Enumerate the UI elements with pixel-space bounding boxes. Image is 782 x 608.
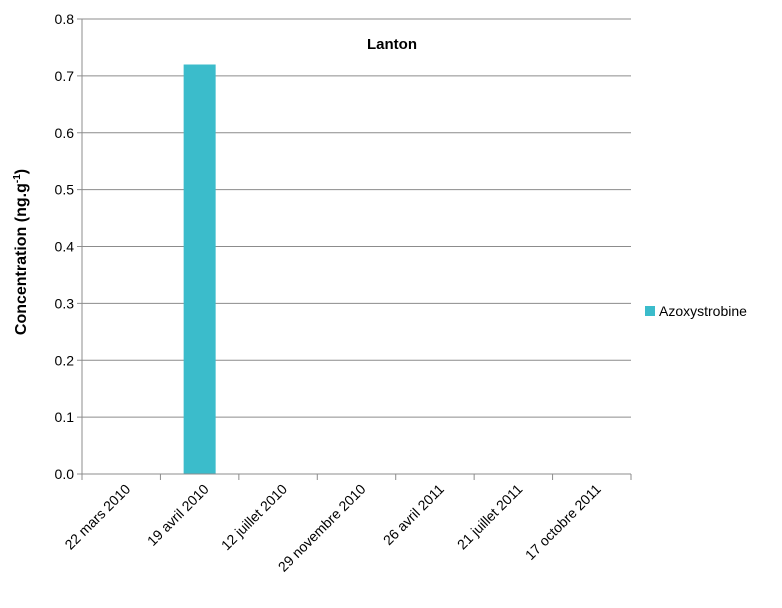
x-tick-label: 17 octobre 2011 [522, 481, 604, 563]
chart-title: Lanton [367, 36, 417, 53]
y-tick-label: 0.0 [55, 466, 75, 482]
x-tick-label: 21 juillet 2011 [454, 481, 526, 553]
y-tick-labels: 0.0 0.1 0.2 0.3 0.4 0.5 0.6 0.7 0.8 [55, 11, 75, 482]
y-tick-label: 0.7 [55, 68, 75, 84]
y-axis-label: Concentration (ng.g-1) [12, 169, 30, 335]
legend-swatch-azoxystrobine [645, 306, 655, 316]
x-tick-label: 19 avril 2010 [144, 481, 212, 549]
y-tick-label: 0.3 [55, 295, 75, 311]
y-tick-label: 0.2 [55, 352, 75, 368]
x-tick-label: 29 novembre 2010 [275, 481, 369, 575]
bar-azoxystrobine [183, 64, 216, 474]
gridlines [82, 18, 631, 418]
y-tick-label: 0.6 [55, 125, 75, 141]
y-tick-label: 0.5 [55, 182, 75, 198]
x-tick-label: 26 avril 2011 [380, 481, 447, 548]
y-tick-label: 0.1 [55, 409, 75, 425]
bars [183, 64, 216, 474]
legend-label-azoxystrobine: Azoxystrobine [659, 303, 747, 319]
x-tick-label: 12 juillet 2010 [218, 481, 291, 554]
y-tick-label: 0.8 [55, 11, 75, 27]
y-tick-label: 0.4 [55, 239, 75, 255]
legend: Azoxystrobine [645, 303, 747, 319]
axes [77, 18, 632, 480]
x-tick-label: 22 mars 2010 [61, 481, 133, 553]
x-tick-labels: 22 mars 2010 19 avril 2010 12 juillet 2010… [61, 481, 604, 575]
